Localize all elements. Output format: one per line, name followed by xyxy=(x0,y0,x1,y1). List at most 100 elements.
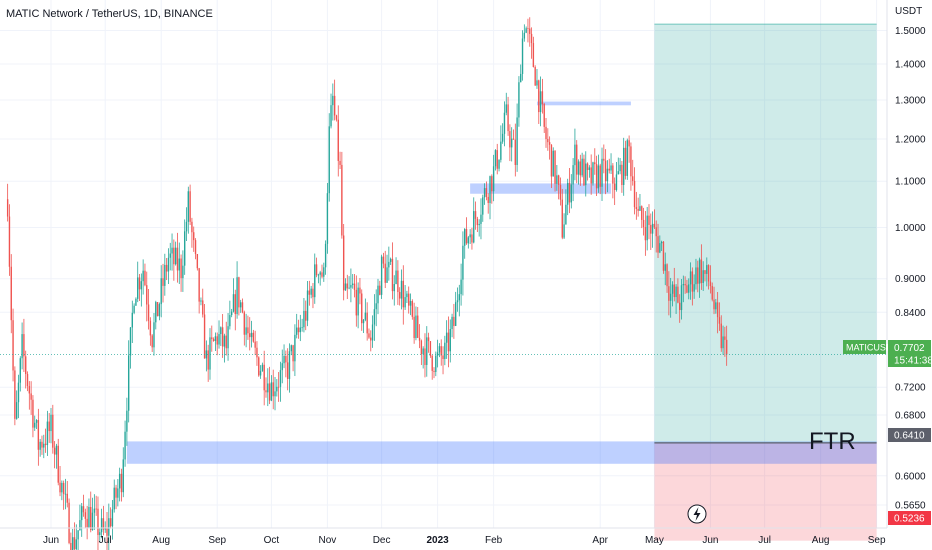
candle-body xyxy=(135,298,137,306)
candle-body xyxy=(292,345,294,362)
currency-unit[interactable]: USDT xyxy=(895,6,922,17)
candle-215 xyxy=(395,257,397,285)
candle-body xyxy=(88,506,90,528)
candles xyxy=(6,17,728,550)
candle-169 xyxy=(312,283,314,309)
candle-body xyxy=(216,336,218,345)
candle-171 xyxy=(315,257,318,278)
candle-246 xyxy=(451,313,453,338)
candle-254 xyxy=(465,217,468,245)
candle-166 xyxy=(306,280,309,327)
candle-76 xyxy=(144,263,146,287)
candle-body xyxy=(333,95,336,116)
candle-body xyxy=(108,518,110,536)
candle-108 xyxy=(202,288,204,318)
time-axis[interactable]: Jun Jul Aug Sep Oct Nov Dec 2023 Feb Apr May Jun Jul… xyxy=(0,527,887,546)
candle-173 xyxy=(319,270,321,286)
candle-219 xyxy=(402,265,404,325)
candle-65 xyxy=(124,420,126,467)
candle-body xyxy=(359,287,361,294)
candle-body xyxy=(659,243,661,253)
candle-297 xyxy=(543,102,545,133)
candle-159 xyxy=(294,324,296,377)
candle-282 xyxy=(516,103,518,172)
candle-body xyxy=(189,191,191,222)
candle-50 xyxy=(97,496,99,550)
candle-313 xyxy=(572,158,574,202)
candle-body xyxy=(433,370,435,372)
candle-280 xyxy=(512,129,515,140)
candle-138 xyxy=(256,341,258,366)
candle-95 xyxy=(178,242,180,285)
candle-body xyxy=(648,215,650,225)
candle-203 xyxy=(373,294,376,341)
price-axis[interactable]: USDT 1.5000 1.4000 1.3000 1.2000 1.1000 1.000… xyxy=(886,0,926,528)
candle-body xyxy=(420,340,423,355)
candle-153 xyxy=(283,344,285,369)
candle-207 xyxy=(380,254,383,299)
candle-124 xyxy=(230,308,233,318)
candle-231 xyxy=(424,333,426,378)
candle-73 xyxy=(138,274,141,301)
candle-body xyxy=(37,420,40,450)
candle-body xyxy=(706,265,708,274)
candle-body xyxy=(557,175,560,185)
candle-body xyxy=(698,259,701,284)
candle-body xyxy=(317,274,320,276)
candle-body xyxy=(594,162,596,165)
candle-309 xyxy=(565,189,567,225)
candle-body xyxy=(521,38,524,74)
candle-body xyxy=(666,264,668,287)
candle-body xyxy=(570,184,573,203)
candle-299 xyxy=(547,128,549,151)
candle-359 xyxy=(655,220,657,253)
candle-155 xyxy=(286,348,289,391)
candle-body xyxy=(256,347,258,358)
candle-145 xyxy=(268,366,271,405)
candle-387 xyxy=(706,257,708,287)
candle-body xyxy=(147,304,150,321)
candle-body xyxy=(39,441,41,450)
candle-129 xyxy=(239,299,242,313)
candle-198 xyxy=(364,298,367,322)
candle-364 xyxy=(664,252,666,286)
price-tick-11: 0.5650 xyxy=(895,501,926,512)
candle-body xyxy=(409,301,412,306)
candle-194 xyxy=(357,282,359,329)
candle-317 xyxy=(579,154,582,186)
candle-body xyxy=(628,140,630,147)
candle-body xyxy=(15,402,18,419)
candle-304 xyxy=(556,164,558,191)
candle-136 xyxy=(252,329,255,343)
candle-body xyxy=(485,188,488,197)
candle-body xyxy=(724,336,726,340)
candle-234 xyxy=(429,341,432,358)
candle-body xyxy=(245,327,247,335)
candle-217 xyxy=(398,287,401,306)
candle-264 xyxy=(483,183,486,205)
candle-body xyxy=(90,506,92,531)
candle-26 xyxy=(53,441,56,469)
candle-332 xyxy=(606,160,609,193)
candle-195 xyxy=(359,278,361,305)
time-tick-11: Jun xyxy=(702,535,718,546)
candle-body xyxy=(577,161,580,175)
candle-body xyxy=(462,245,464,280)
candle-body xyxy=(669,293,672,301)
candle-body xyxy=(221,327,224,347)
candle-15 xyxy=(34,415,36,431)
candle-body xyxy=(509,131,511,148)
candle-210 xyxy=(386,254,388,284)
candle-178 xyxy=(328,113,330,202)
time-ticks: Jun Jul Aug Sep Oct Nov Dec 2023 Feb Apr May Jun Jul… xyxy=(43,535,886,546)
candle-body xyxy=(283,356,285,364)
lightning-icon[interactable] xyxy=(687,504,707,524)
candle-body xyxy=(556,175,558,184)
candle-body xyxy=(637,208,639,211)
candle-body xyxy=(388,261,390,268)
countdown-label: 15:41:38 xyxy=(894,356,932,367)
candle-393 xyxy=(716,292,719,334)
candle-body xyxy=(312,288,314,298)
candle-378 xyxy=(689,262,692,300)
